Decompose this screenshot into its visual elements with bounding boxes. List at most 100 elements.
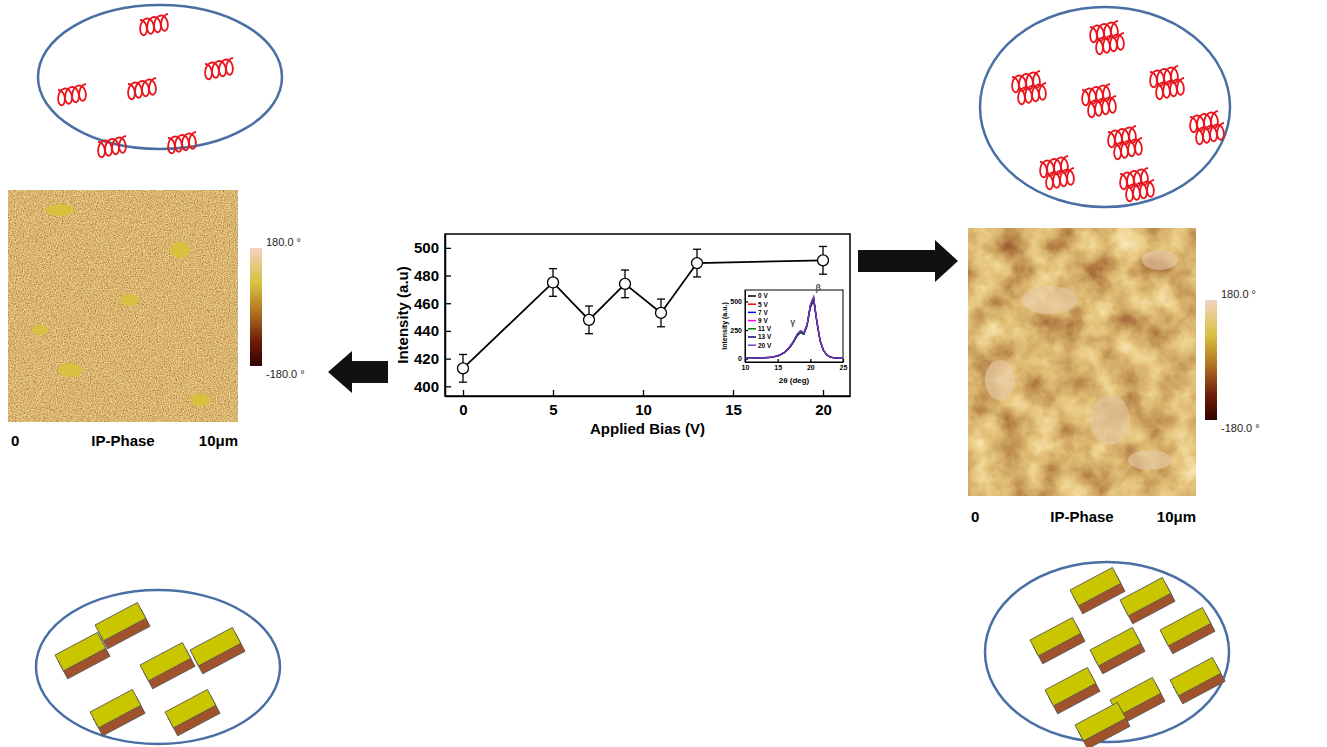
domain-block <box>1075 702 1130 747</box>
polymer-chain <box>1082 84 1110 105</box>
arrow <box>858 240 958 282</box>
tick: 15 <box>725 390 742 418</box>
image-title: IP-Phase <box>1050 508 1113 525</box>
error-cap <box>693 249 701 250</box>
polymer-chain <box>1012 71 1040 92</box>
tick-label: 15 <box>725 401 742 418</box>
error-cap <box>585 333 593 334</box>
polymer-chain <box>1120 168 1148 189</box>
legend-label: 0 V <box>758 292 768 299</box>
afm-domain <box>190 394 210 406</box>
scale-start: 0 <box>971 508 979 525</box>
legend-label: 13 V <box>758 333 772 340</box>
error-cap <box>621 297 629 298</box>
tick: 500 <box>730 298 748 305</box>
axis: 0250500 <box>730 291 748 363</box>
block-top <box>95 602 146 640</box>
afm-domain <box>32 325 48 335</box>
x-axis-title: 2θ (deg) <box>779 376 810 385</box>
polymer-chain <box>205 58 233 79</box>
tick-label: 0 <box>459 401 467 418</box>
tick-label: 400 <box>414 378 439 395</box>
tick-label: 25 <box>840 364 848 371</box>
legend-swatch <box>748 336 756 338</box>
domain-block <box>165 689 220 735</box>
block-top <box>1030 617 1081 655</box>
data-point <box>818 255 829 266</box>
schematic-oval <box>985 562 1229 742</box>
error-cap <box>657 326 665 327</box>
tick: 15 <box>774 359 782 371</box>
data-point <box>458 363 469 374</box>
error-cap <box>621 269 629 270</box>
main-chart: 05101520400420440460480500Applied Bias (… <box>394 234 851 437</box>
block-top <box>190 627 241 665</box>
tick-mark <box>778 359 779 362</box>
polymer-chain <box>1196 123 1224 144</box>
error-cap <box>657 298 665 299</box>
tick-mark <box>643 390 644 396</box>
error-cap <box>459 354 467 355</box>
domain-block <box>1030 617 1085 663</box>
tick-mark <box>445 358 451 359</box>
error-cap <box>585 305 593 306</box>
block-top <box>90 689 141 727</box>
data-point <box>656 307 667 318</box>
data-point <box>620 278 631 289</box>
data-point <box>692 258 703 269</box>
inset-background <box>745 290 843 362</box>
figure: 180.0 °-180.0 °0IP-Phase10μm180.0 °-180.… <box>0 0 1327 747</box>
polymer-chain <box>140 14 168 35</box>
block-top <box>1170 657 1221 695</box>
tick: 0 <box>459 390 467 418</box>
error-cap <box>459 382 467 383</box>
xrd-line <box>745 298 843 358</box>
legend-swatch <box>748 312 756 314</box>
tick-mark <box>823 390 824 396</box>
colorbar <box>1205 300 1217 420</box>
afm-panel: 180.0 °-180.0 °0IP-Phase10μm <box>968 228 1260 525</box>
afm-domain <box>170 242 190 258</box>
polymer-chain <box>98 136 126 157</box>
y-axis-title: Intensity (a.u) <box>394 266 411 364</box>
tick: 480 <box>414 267 451 284</box>
polymer-chain <box>1156 78 1184 99</box>
tick-mark <box>733 390 734 396</box>
axis: 10 15 20 25 <box>742 359 848 371</box>
xrd-line <box>745 297 843 358</box>
colorbar-label: -180.0 ° <box>266 368 305 380</box>
polymer-chain <box>1090 21 1118 42</box>
image-title: IP-Phase <box>91 432 154 449</box>
inset-chart: 1015202502505002θ (deg)Intensity (a.u.)0… <box>721 283 847 385</box>
domain-block <box>1120 577 1175 623</box>
tick-label: 10 <box>742 364 750 371</box>
polymer-chain <box>1018 83 1046 104</box>
afm-domain <box>58 363 82 377</box>
legend-label: 5 V <box>758 301 768 308</box>
x-axis-title: Applied Bias (V) <box>590 420 705 437</box>
schematic-oval <box>36 590 280 744</box>
block-top <box>1045 667 1096 705</box>
domain-block <box>1170 657 1225 703</box>
tick-mark <box>810 359 811 362</box>
data-point <box>548 277 559 288</box>
tick-label: 0 <box>738 355 742 362</box>
scale-end: 10μm <box>1157 508 1196 525</box>
afm-domain <box>985 360 1015 400</box>
tick-label: 460 <box>414 295 439 312</box>
block-top <box>55 632 106 670</box>
legend-swatch <box>748 328 756 330</box>
legend-label: 7 V <box>758 309 768 316</box>
domain-block <box>140 642 195 688</box>
tick-label: 500 <box>730 298 742 305</box>
domain-block <box>55 632 110 678</box>
tick-label: 20 <box>807 364 815 371</box>
tick: 0 <box>738 355 748 362</box>
axis: 400420440460480500 <box>414 235 451 397</box>
schematic-oval <box>980 7 1230 207</box>
domain-block <box>90 689 145 735</box>
tick-label: 480 <box>414 267 439 284</box>
polymer-chain <box>1108 126 1136 147</box>
error-cap <box>549 268 557 269</box>
tick: 500 <box>414 239 451 256</box>
